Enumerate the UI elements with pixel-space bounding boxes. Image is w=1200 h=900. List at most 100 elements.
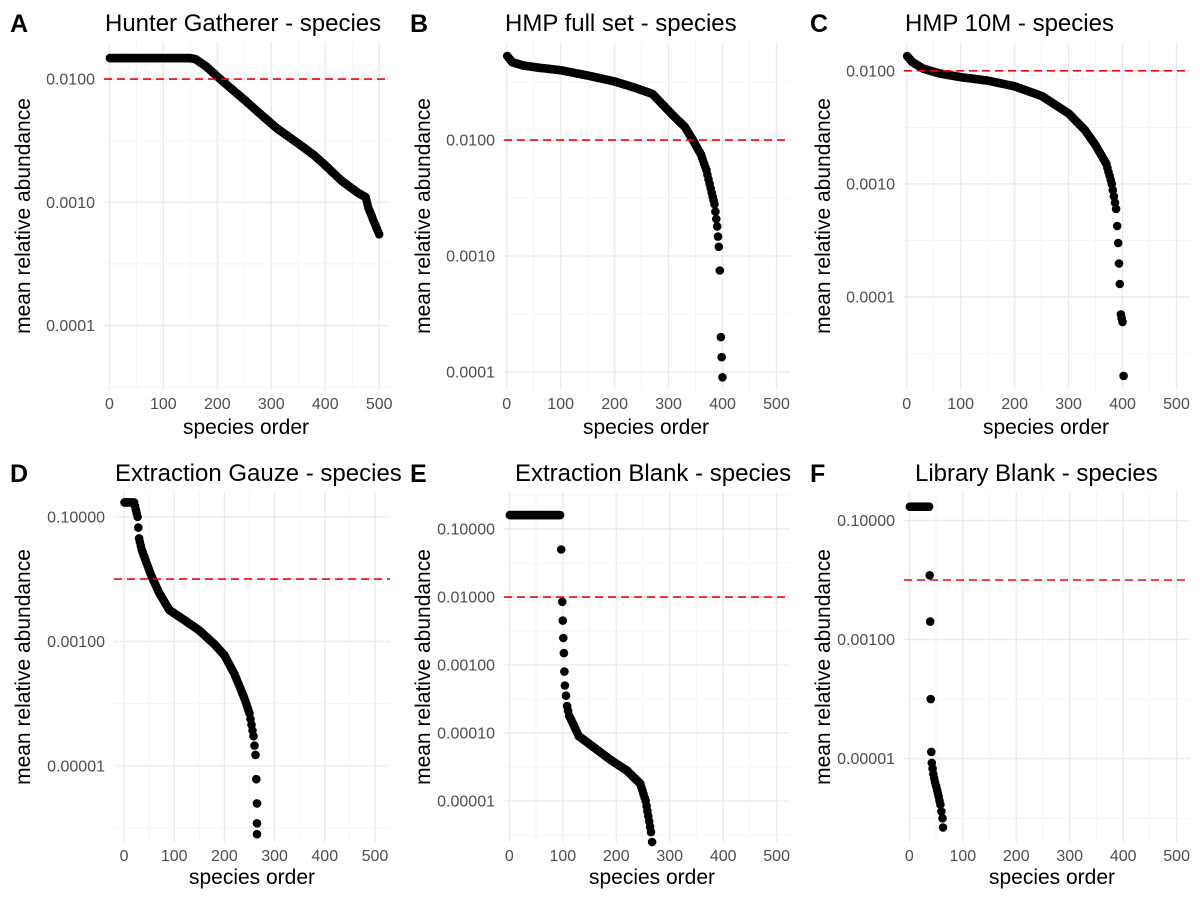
y-axis-title: mean relative abundance: [812, 549, 835, 785]
data-point: [1113, 238, 1123, 248]
y-tick-label: 0.01000: [437, 590, 495, 607]
x-tick-label: 400: [709, 396, 736, 413]
x-tick-label: 100: [549, 848, 576, 865]
y-tick-label: 0.0100: [846, 63, 895, 80]
data-point: [1114, 259, 1124, 268]
x-tick-label: 200: [1001, 396, 1028, 413]
data-point: [712, 222, 722, 231]
y-tick-label: 0.0010: [46, 195, 95, 212]
x-tick-label: 100: [947, 396, 974, 413]
data-point: [711, 207, 720, 216]
x-tick-label: 400: [312, 396, 339, 413]
data-point: [647, 837, 657, 847]
y-axis-title: mean relative abundance: [412, 549, 435, 785]
data-point: [250, 741, 259, 750]
data-point: [559, 648, 569, 658]
data-point: [1112, 221, 1122, 231]
x-axis-title: species order: [983, 416, 1109, 439]
x-tick-label: 200: [204, 396, 231, 413]
data-point: [924, 502, 934, 512]
y-tick-label: 0.0010: [446, 249, 495, 266]
data-point: [1115, 279, 1125, 289]
panel-title: Hunter Gatherer - species: [105, 10, 381, 37]
data-points: [505, 510, 657, 847]
x-axis-title: species order: [189, 866, 315, 889]
panel-letter: B: [410, 10, 428, 38]
data-points: [502, 51, 727, 382]
data-point: [938, 823, 948, 832]
panel-a: 0 100 200 300 400 500 0.0001 0.0010 0.0100 Hunter…: [10, 10, 393, 439]
x-axis-title: species order: [589, 866, 715, 889]
data-point: [252, 799, 262, 808]
x-tick-label: 300: [261, 848, 288, 865]
data-point: [646, 827, 656, 837]
panel-title: Extraction Blank - species: [515, 460, 791, 487]
panel-letter: F: [810, 460, 825, 488]
data-point: [713, 232, 723, 241]
x-tick-label: 100: [547, 396, 574, 413]
data-point: [712, 214, 721, 224]
data-point: [249, 731, 258, 741]
y-axis-title: mean relative abundance: [412, 98, 435, 334]
x-axis-title: species order: [583, 416, 709, 439]
data-points: [105, 53, 384, 239]
data-point: [937, 807, 946, 816]
x-tick-label: 500: [1163, 396, 1190, 413]
panel-title: HMP 10M - species: [905, 10, 1114, 37]
data-points: [902, 51, 1128, 381]
y-tick-label: 0.00001: [837, 751, 895, 768]
panel-title: HMP full set - species: [505, 10, 737, 37]
y-tick-label: 0.00010: [437, 726, 495, 743]
x-tick-label: 200: [603, 848, 630, 865]
x-tick-label: 100: [150, 396, 177, 413]
x-tick-label: 500: [763, 848, 790, 865]
x-tick-label: 400: [311, 848, 338, 865]
y-tick-label: 0.10000: [437, 522, 495, 539]
data-point: [1119, 371, 1128, 381]
data-point: [925, 617, 935, 626]
panel-letter: D: [10, 460, 28, 488]
y-tick-label: 0.00001: [47, 758, 105, 775]
x-tick-label: 400: [1110, 848, 1137, 865]
panel-letter: A: [10, 10, 28, 38]
data-point: [251, 750, 260, 760]
data-point: [926, 694, 935, 704]
x-tick-label: 0: [105, 396, 114, 413]
panel-title: Extraction Gauze - species: [115, 460, 402, 487]
x-tick-label: 400: [710, 848, 737, 865]
y-axis-title: mean relative abundance: [812, 98, 835, 334]
x-axis-title: species order: [989, 866, 1115, 889]
x-tick-label: 0: [505, 848, 514, 865]
x-tick-label: 0: [502, 396, 511, 413]
data-point: [555, 510, 565, 520]
y-tick-label: 0.00100: [437, 658, 495, 675]
data-point: [134, 523, 143, 532]
x-tick-label: 500: [1163, 848, 1190, 865]
panel-title: Library Blank - species: [915, 460, 1158, 487]
data-point: [715, 266, 725, 275]
data-point: [716, 332, 726, 342]
data-point: [561, 691, 571, 700]
data-point: [1118, 317, 1127, 327]
data-point: [559, 633, 568, 643]
x-tick-label: 300: [655, 396, 682, 413]
y-tick-label: 0.0100: [46, 72, 95, 89]
x-tick-label: 500: [362, 848, 389, 865]
panel-c: 0 100 200 300 400 500 0.0001 0.0010 0.0100 HMP 10…: [810, 10, 1190, 439]
data-point: [133, 512, 142, 522]
data-point: [560, 681, 570, 690]
data-point: [710, 199, 719, 209]
x-tick-label: 0: [905, 848, 914, 865]
x-tick-label: 300: [1055, 396, 1082, 413]
y-tick-label: 0.10000: [47, 509, 105, 526]
panel-d: 0 100 200 300 400 500 0.00001 0.00100 0.10000 Ext…: [10, 460, 402, 889]
data-point: [718, 373, 727, 382]
x-tick-label: 100: [949, 848, 976, 865]
panel-b: 0 100 200 300 400 500 0.0001 0.0010 0.0100 HMP fu…: [410, 10, 790, 439]
x-tick-label: 100: [161, 848, 188, 865]
y-tick-label: 0.00001: [437, 794, 495, 811]
data-point: [252, 829, 262, 839]
data-points: [120, 498, 262, 839]
data-point: [925, 571, 934, 580]
